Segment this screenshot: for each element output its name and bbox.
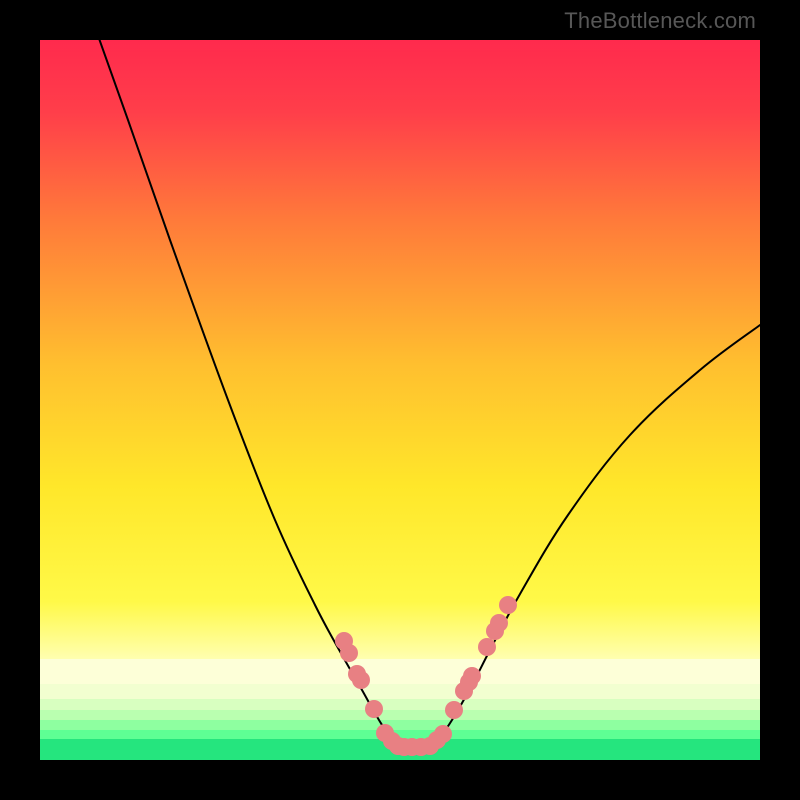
data-marker	[340, 644, 358, 662]
data-marker	[478, 638, 496, 656]
plot-area	[40, 40, 760, 760]
data-marker	[434, 725, 452, 743]
data-marker	[365, 700, 383, 718]
curve-left	[96, 40, 398, 744]
curve-layer	[40, 40, 760, 760]
data-marker	[352, 671, 370, 689]
data-marker	[499, 596, 517, 614]
data-marker	[490, 614, 508, 632]
data-marker	[445, 701, 463, 719]
chart-frame: TheBottleneck.com	[0, 0, 800, 800]
curve-right	[432, 325, 760, 744]
watermark-text: TheBottleneck.com	[564, 8, 756, 34]
data-marker	[463, 667, 481, 685]
